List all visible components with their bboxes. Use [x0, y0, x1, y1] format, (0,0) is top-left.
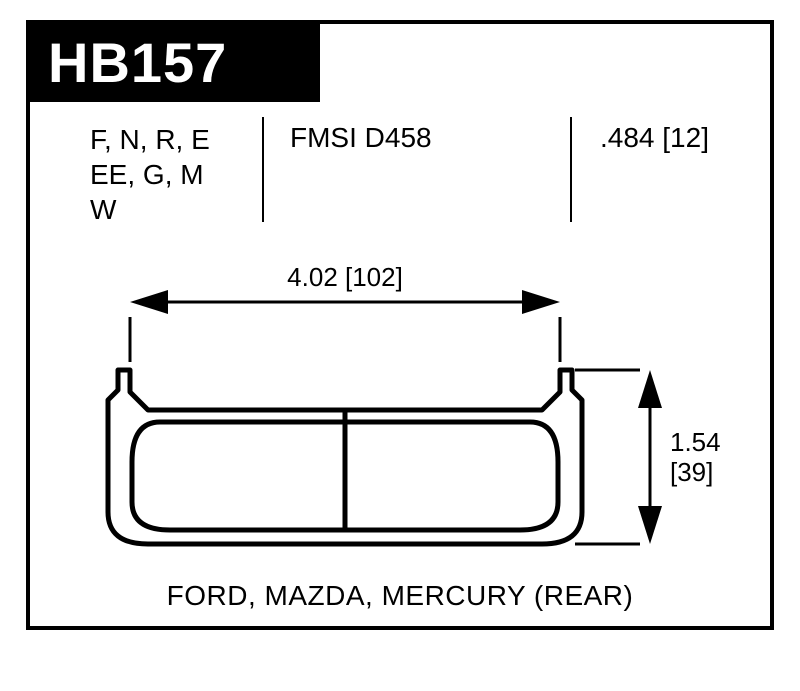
- width-dimension-label: 4.02 [102]: [270, 262, 420, 293]
- technical-drawing: 4.02 [102] 1.54 [39]: [30, 262, 770, 572]
- part-number-header: HB157: [30, 24, 320, 102]
- height-dimension-label-2: [39]: [670, 457, 750, 488]
- thickness-column: .484 [12]: [600, 122, 709, 154]
- applications-text: FORD, MAZDA, MERCURY (REAR): [167, 580, 634, 611]
- diagram-frame: HB157 F, N, R, E EE, G, M W FMSI D458 .4…: [26, 20, 774, 630]
- fmsi-code: FMSI D458: [290, 122, 432, 153]
- height-dimension: [575, 370, 662, 544]
- compounds-line: F, N, R, E: [90, 122, 255, 157]
- pad-outline: [108, 370, 582, 544]
- width-dimension: [130, 290, 560, 362]
- applications-footer: FORD, MAZDA, MERCURY (REAR): [30, 580, 770, 612]
- compounds-column: F, N, R, E EE, G, M W: [90, 122, 255, 227]
- pad-svg: [30, 262, 778, 602]
- height-dimension-label-1: 1.54: [670, 427, 750, 458]
- fmsi-column: FMSI D458: [290, 122, 432, 154]
- thickness-value: .484 [12]: [600, 122, 709, 153]
- spec-divider: [570, 117, 572, 222]
- compounds-line: W: [90, 192, 255, 227]
- spec-divider: [262, 117, 264, 222]
- compounds-line: EE, G, M: [90, 157, 255, 192]
- part-number: HB157: [48, 31, 227, 94]
